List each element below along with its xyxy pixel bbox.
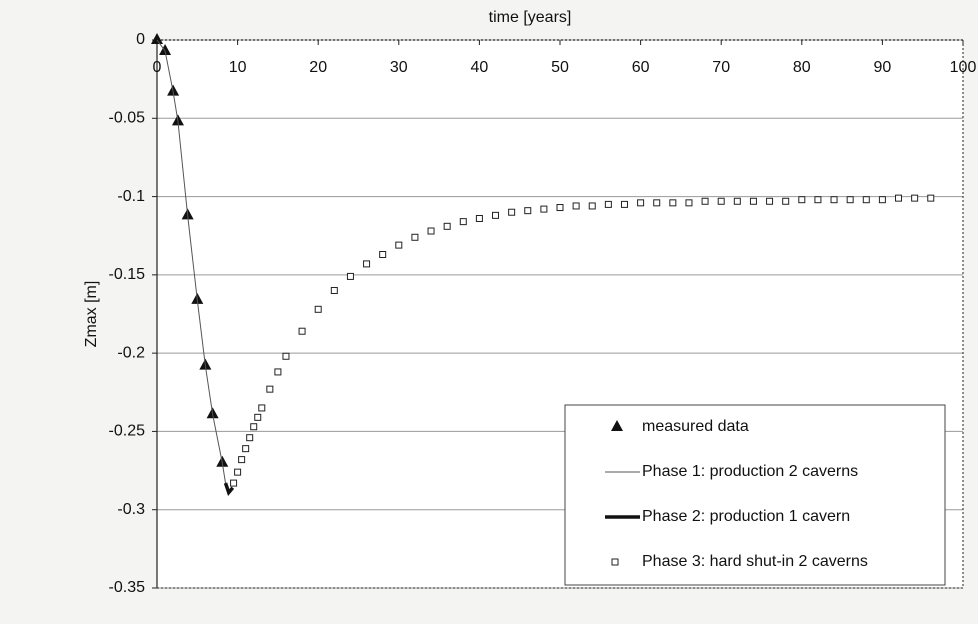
data-point — [798, 196, 806, 204]
data-point — [733, 197, 741, 205]
x-tick-label: 80 — [793, 59, 811, 76]
data-point — [254, 413, 262, 421]
y-axis-title: Zmax [m] — [83, 281, 100, 348]
data-point — [524, 207, 532, 215]
legend-label: measured data — [642, 418, 749, 435]
data-point — [540, 205, 548, 213]
data-point — [242, 445, 250, 453]
data-point — [258, 404, 266, 412]
data-point — [159, 43, 172, 55]
data-point — [508, 208, 516, 216]
y-tick-label: 0 — [136, 31, 145, 48]
y-tick-label: -0.25 — [109, 423, 146, 440]
data-point — [298, 327, 306, 335]
data-point — [717, 197, 725, 205]
data-point — [266, 385, 274, 393]
legend-box — [564, 404, 946, 586]
data-point — [653, 199, 661, 207]
data-point — [669, 199, 677, 207]
data-point — [556, 204, 564, 212]
data-point — [766, 197, 774, 205]
data-point — [862, 196, 870, 204]
data-point — [314, 305, 322, 313]
y-tick-label: -0.35 — [109, 579, 146, 596]
legend-label: Phase 1: production 2 caverns — [642, 463, 858, 480]
data-point — [330, 287, 338, 295]
series-line — [156, 39, 227, 484]
data-point — [911, 194, 919, 202]
data-point — [238, 456, 246, 464]
data-point — [346, 272, 354, 280]
data-point — [895, 194, 903, 202]
data-point — [395, 241, 403, 249]
data-point — [927, 194, 935, 202]
legend-swatch — [611, 558, 619, 566]
data-point — [379, 251, 387, 259]
x-axis-title: time [years] — [489, 9, 572, 26]
data-point — [749, 197, 757, 205]
x-tick-label: 70 — [712, 59, 730, 76]
data-point — [685, 199, 693, 207]
x-tick-label: 100 — [950, 59, 977, 76]
data-point — [475, 214, 483, 222]
x-tick-label: 50 — [551, 59, 569, 76]
data-point — [878, 196, 886, 204]
legend-label: Phase 2: production 1 cavern — [642, 508, 850, 525]
y-tick-label: -0.05 — [109, 110, 146, 127]
data-point — [572, 202, 580, 210]
x-tick-label: 20 — [309, 59, 327, 76]
data-point — [782, 197, 790, 205]
data-point — [443, 222, 451, 230]
x-tick-label: 60 — [632, 59, 650, 76]
data-point — [846, 196, 854, 204]
data-point — [230, 479, 238, 487]
y-tick-label: -0.15 — [109, 266, 146, 283]
data-point — [282, 352, 290, 360]
data-point — [492, 211, 500, 219]
legend-swatch — [611, 420, 623, 431]
data-point — [246, 434, 254, 442]
x-tick-label: 0 — [153, 59, 162, 76]
data-point — [830, 196, 838, 204]
data-point — [274, 368, 282, 376]
x-tick-label: 40 — [471, 59, 489, 76]
series-line — [223, 482, 235, 496]
data-point — [459, 218, 467, 226]
data-point — [363, 260, 371, 268]
data-point — [250, 423, 258, 431]
data-point — [701, 197, 709, 205]
x-tick-label: 30 — [390, 59, 408, 76]
data-point — [814, 196, 822, 204]
data-point — [637, 199, 645, 207]
data-point — [588, 202, 596, 210]
data-point — [427, 227, 435, 235]
data-point — [234, 468, 242, 476]
data-point — [411, 233, 419, 241]
x-tick-label: 10 — [229, 59, 247, 76]
y-tick-label: -0.3 — [117, 501, 145, 518]
legend-label: Phase 3: hard shut-in 2 caverns — [642, 553, 868, 570]
data-point — [620, 200, 628, 208]
x-tick-label: 90 — [874, 59, 892, 76]
y-tick-label: -0.1 — [117, 188, 145, 205]
data-point — [151, 33, 163, 44]
y-tick-label: -0.2 — [117, 344, 145, 361]
data-point — [604, 200, 612, 208]
